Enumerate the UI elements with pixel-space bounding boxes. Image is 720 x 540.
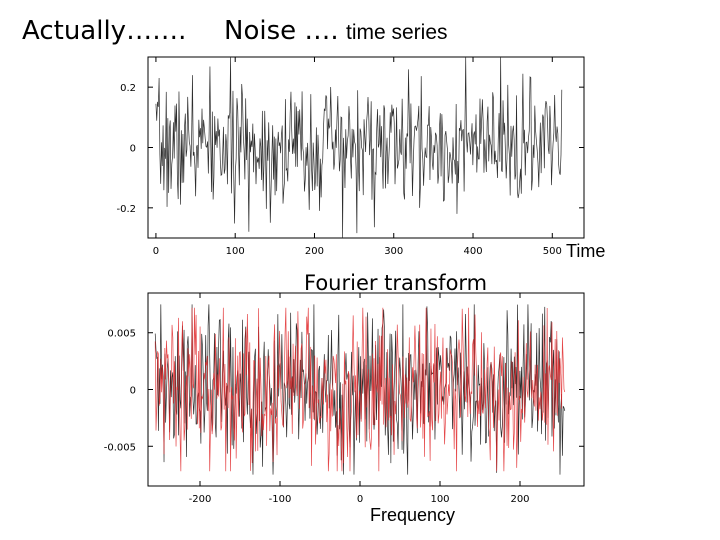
timeseries-xtick-label: 100	[226, 246, 245, 257]
fourier-xtick-label: -100	[269, 494, 292, 505]
fourier-series-red	[154, 307, 566, 472]
timeseries-xtick-label: 0	[153, 246, 159, 257]
fourier-xtick-label: -200	[189, 494, 212, 505]
timeseries-xtick-label: 500	[543, 246, 562, 257]
label-fourier-transform: Fourier transform	[304, 271, 488, 295]
label-frequency: Frequency	[370, 505, 456, 525]
fourier-ytick-label: 0.005	[107, 329, 136, 340]
timeseries-ytick-label: -0.2	[116, 204, 136, 215]
fourier-ytick-label: 0	[130, 386, 136, 397]
timeseries-xtick-label: 400	[463, 246, 482, 257]
fourier-xtick-label: 200	[510, 494, 529, 505]
timeseries-ytick-label: 0	[130, 144, 136, 155]
fourier-ytick-label: -0.005	[104, 442, 136, 453]
title-noise: Noise ….	[224, 16, 339, 46]
title-actually: Actually…….	[22, 16, 187, 46]
title-time-series: time series	[346, 21, 448, 44]
timeseries-xtick-label: 300	[384, 246, 403, 257]
fourier-xtick-label: 100	[430, 494, 449, 505]
label-time: Time	[566, 241, 606, 261]
timeseries-ytick-label: 0.2	[120, 83, 136, 94]
timeseries-xtick-label: 200	[305, 246, 324, 257]
fourier-xtick-label: 0	[357, 494, 363, 505]
timeseries-series-black	[155, 56, 563, 239]
